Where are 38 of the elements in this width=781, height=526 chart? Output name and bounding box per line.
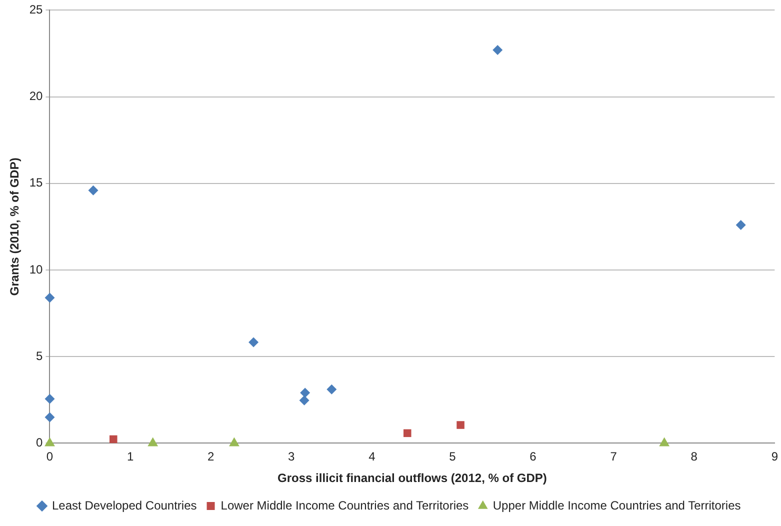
x-tick-label: 2: [207, 450, 214, 464]
x-tick-label: 8: [690, 450, 698, 464]
x-tick-label: 5: [449, 450, 456, 464]
point: [326, 384, 337, 394]
y-axis-title: Grants (2010, % of GDP): [8, 158, 22, 296]
point: [88, 185, 98, 196]
point: [148, 437, 158, 446]
point: [659, 437, 670, 446]
y-tick-label: 25: [29, 2, 44, 17]
point: [403, 429, 412, 438]
point: [229, 437, 240, 446]
x-tick-label: 7: [610, 450, 618, 464]
point: [300, 388, 310, 398]
x-tick-label: 6: [530, 450, 537, 464]
point: [248, 337, 259, 348]
point: [492, 45, 503, 56]
point: [299, 395, 310, 406]
point: [736, 220, 746, 230]
point: [44, 437, 55, 446]
y-tick-label: 10: [29, 262, 44, 276]
y-tick-label: 5: [36, 348, 44, 363]
x-tick-label: 3: [288, 450, 296, 464]
y-tick-label: 0: [36, 436, 44, 450]
x-axis-title: Gross illicit financial outflows (2012, % of GDP): [278, 471, 547, 486]
point: [44, 394, 55, 404]
point: [456, 421, 464, 429]
x-tick-label: 4: [368, 450, 376, 464]
point: [109, 435, 118, 444]
y-tick-label: 15: [29, 176, 44, 190]
x-tick-label: 0: [46, 450, 54, 464]
legend-label: Least Developed Countries: [52, 498, 197, 512]
x-tick-label: 1: [126, 450, 134, 464]
point: [44, 412, 55, 422]
point: [44, 292, 55, 303]
y-tick-label: 20: [29, 89, 44, 104]
legend-label: Lower Middle Income Countries and Territories: [220, 498, 469, 512]
x-tick-label: 9: [771, 450, 778, 464]
legend-label: Upper Middle Income Countries and Territories: [492, 498, 741, 512]
